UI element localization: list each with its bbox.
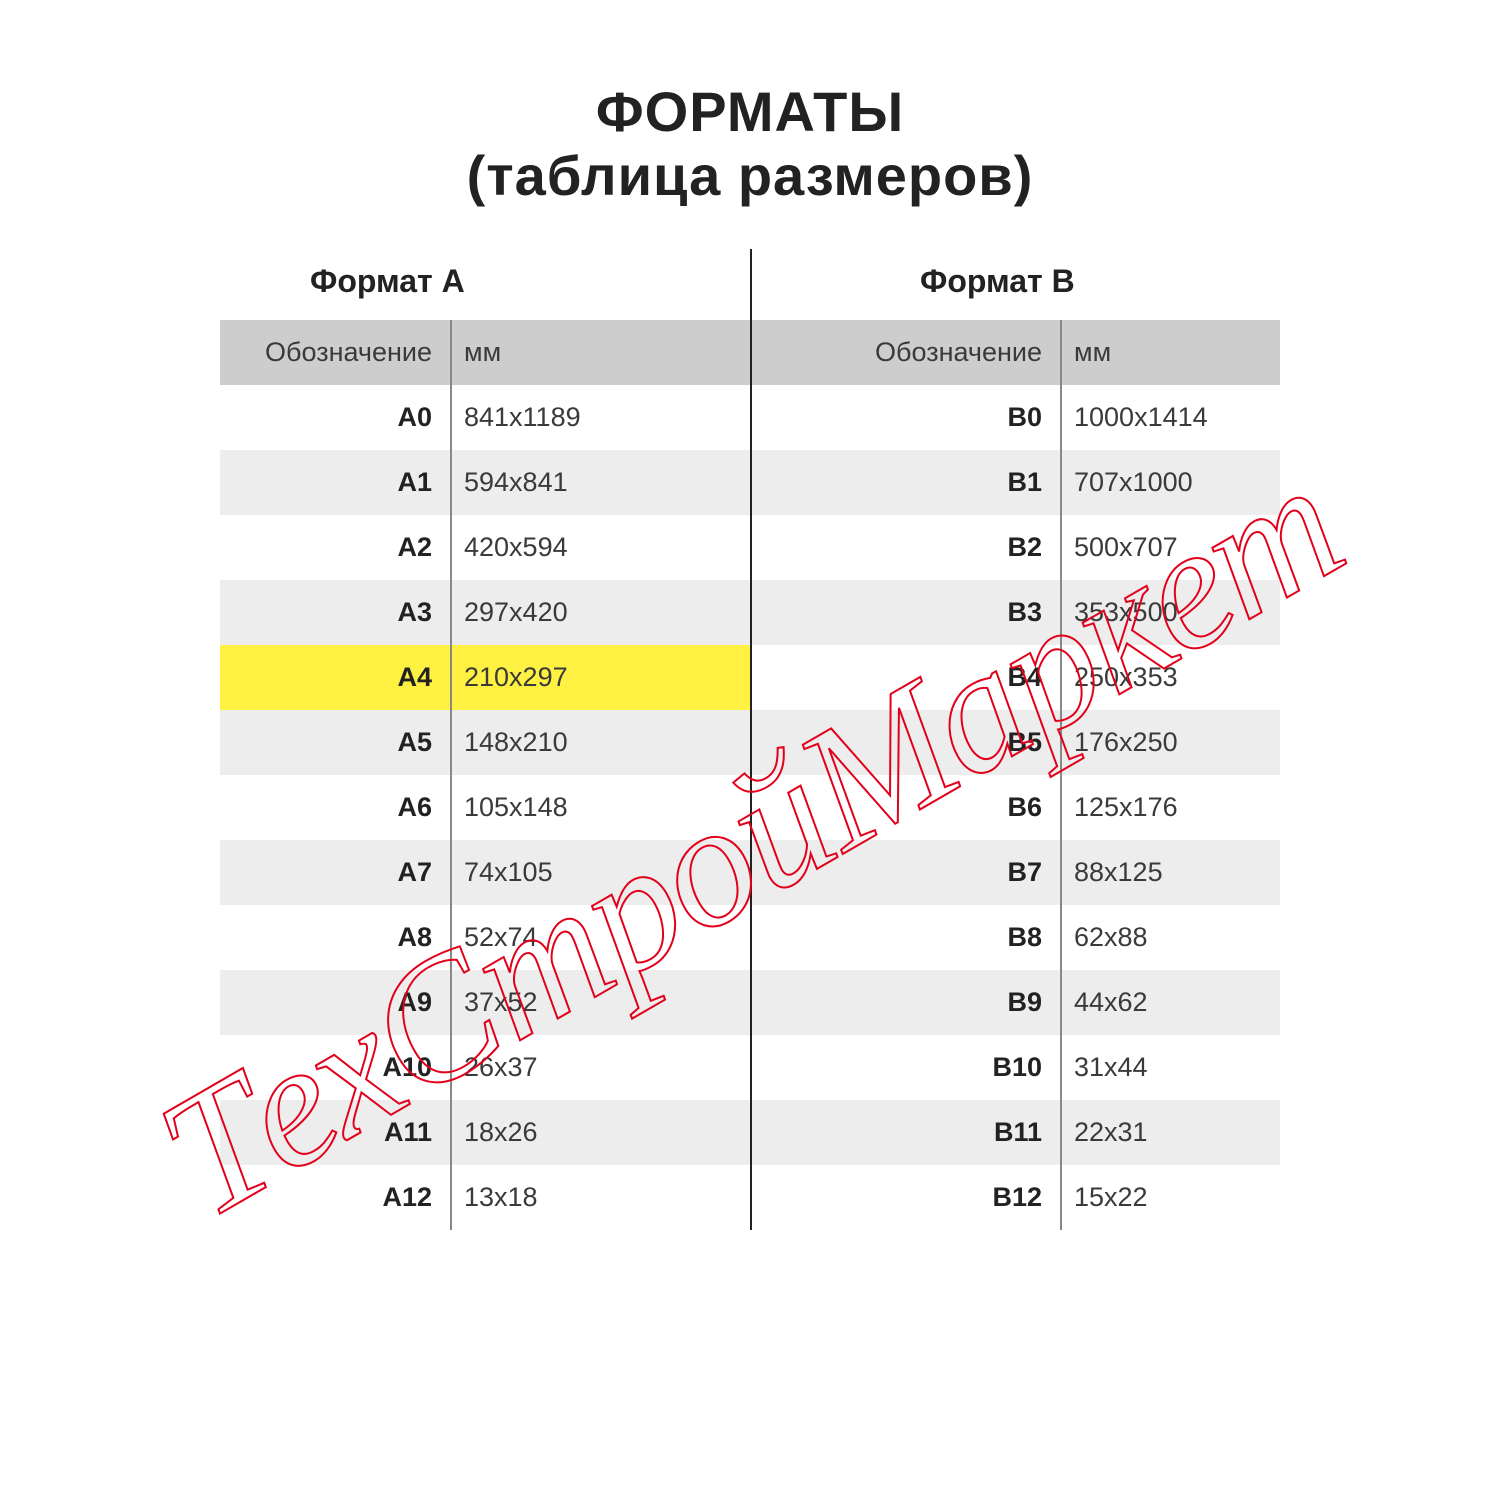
format-a-name: A12	[220, 1182, 450, 1213]
format-a-value: 297x420	[450, 597, 750, 628]
format-b-name: B9	[750, 987, 1060, 1018]
col-header-value: мм	[1060, 337, 1280, 368]
format-a-name: A4	[220, 662, 450, 693]
format-a-value: 18x26	[450, 1117, 750, 1148]
format-a-value: 594x841	[450, 467, 750, 498]
table-row: A0841x1189	[220, 385, 750, 450]
table-row: B2500x707	[750, 515, 1280, 580]
table-row: A5148x210	[220, 710, 750, 775]
table-row: A4210x297	[220, 645, 750, 710]
format-a-name: A1	[220, 467, 450, 498]
format-a-value: 105x148	[450, 792, 750, 823]
format-a-name: A5	[220, 727, 450, 758]
format-a-value: 26x37	[450, 1052, 750, 1083]
format-b-value: 31x44	[1060, 1052, 1280, 1083]
format-b-value: 88x125	[1060, 857, 1280, 888]
section-heading-a: Формат A	[220, 249, 750, 320]
format-b-name: B3	[750, 597, 1060, 628]
format-b-name: B10	[750, 1052, 1060, 1083]
format-b-name: B1	[750, 467, 1060, 498]
format-a-name: A7	[220, 857, 450, 888]
format-a-name: A0	[220, 402, 450, 433]
format-a-name: A2	[220, 532, 450, 563]
table-row: B01000x1414	[750, 385, 1280, 450]
format-a-value: 420x594	[450, 532, 750, 563]
table-row: B1707x1000	[750, 450, 1280, 515]
table-header-row: Обозначениемм	[220, 320, 750, 385]
format-b-value: 22x31	[1060, 1117, 1280, 1148]
format-a-name: A8	[220, 922, 450, 953]
format-b-value: 62x88	[1060, 922, 1280, 953]
title-block: ФОРМАТЫ (таблица размеров)	[0, 80, 1500, 209]
table-row: A1026x37	[220, 1035, 750, 1100]
table-row: B4250x353	[750, 645, 1280, 710]
table-row: B1122x31	[750, 1100, 1280, 1165]
format-b-name: B11	[750, 1117, 1060, 1148]
column-format-b: Формат B ОбозначениеммB01000x1414B1707x1…	[750, 249, 1280, 1230]
table-row: B862x88	[750, 905, 1280, 970]
format-b-value: 15x22	[1060, 1182, 1280, 1213]
vsep-center-divider	[750, 249, 752, 1230]
vsep-b-divider	[1060, 320, 1062, 1230]
vsep-a-divider	[450, 320, 452, 1230]
format-b-name: B7	[750, 857, 1060, 888]
format-a-value: 37x52	[450, 987, 750, 1018]
format-b-name: B4	[750, 662, 1060, 693]
table-row: B1031x44	[750, 1035, 1280, 1100]
table-row: B944x62	[750, 970, 1280, 1035]
table-header-row: Обозначениемм	[750, 320, 1280, 385]
format-b-name: B5	[750, 727, 1060, 758]
title-line-2: (таблица размеров)	[0, 144, 1500, 208]
format-a-name: A11	[220, 1117, 450, 1148]
format-b-name: B6	[750, 792, 1060, 823]
format-a-value: 13x18	[450, 1182, 750, 1213]
table-row: A1213x18	[220, 1165, 750, 1230]
format-a-name: A6	[220, 792, 450, 823]
format-b-value: 125x176	[1060, 792, 1280, 823]
format-a-value: 74x105	[450, 857, 750, 888]
format-b-value: 500x707	[1060, 532, 1280, 563]
table-row: A1594x841	[220, 450, 750, 515]
table-row: A3297x420	[220, 580, 750, 645]
format-b-name: B0	[750, 402, 1060, 433]
col-header-value: мм	[450, 337, 750, 368]
format-b-value: 353x500	[1060, 597, 1280, 628]
table-row: A774x105	[220, 840, 750, 905]
format-a-name: A3	[220, 597, 450, 628]
format-b-name: B8	[750, 922, 1060, 953]
col-header-name: Обозначение	[220, 337, 450, 368]
table-row: A1118x26	[220, 1100, 750, 1165]
format-a-value: 841x1189	[450, 402, 750, 433]
table-row: B6125x176	[750, 775, 1280, 840]
table-row: A6105x148	[220, 775, 750, 840]
table-row: B5176x250	[750, 710, 1280, 775]
table-row: B3353x500	[750, 580, 1280, 645]
tables-wrap: Формат A ОбозначениеммA0841x1189A1594x84…	[220, 249, 1280, 1230]
table-row: A852x74	[220, 905, 750, 970]
format-a-value: 52x74	[450, 922, 750, 953]
table-row: B788x125	[750, 840, 1280, 905]
format-b-name: B2	[750, 532, 1060, 563]
col-header-name: Обозначение	[750, 337, 1060, 368]
table-row: B1215x22	[750, 1165, 1280, 1230]
format-a-name: A9	[220, 987, 450, 1018]
title-line-1: ФОРМАТЫ	[0, 80, 1500, 144]
format-b-value: 1000x1414	[1060, 402, 1280, 433]
format-a-value: 210x297	[450, 662, 750, 693]
format-b-name: B12	[750, 1182, 1060, 1213]
format-b-value: 176x250	[1060, 727, 1280, 758]
table-row: A2420x594	[220, 515, 750, 580]
format-b-value: 44x62	[1060, 987, 1280, 1018]
format-b-value: 250x353	[1060, 662, 1280, 693]
column-format-a: Формат A ОбозначениеммA0841x1189A1594x84…	[220, 249, 750, 1230]
format-a-name: A10	[220, 1052, 450, 1083]
table-row: A937x52	[220, 970, 750, 1035]
section-heading-b: Формат B	[750, 249, 1280, 320]
format-b-value: 707x1000	[1060, 467, 1280, 498]
page: ФОРМАТЫ (таблица размеров) Формат A Обоз…	[0, 0, 1500, 1500]
format-a-value: 148x210	[450, 727, 750, 758]
